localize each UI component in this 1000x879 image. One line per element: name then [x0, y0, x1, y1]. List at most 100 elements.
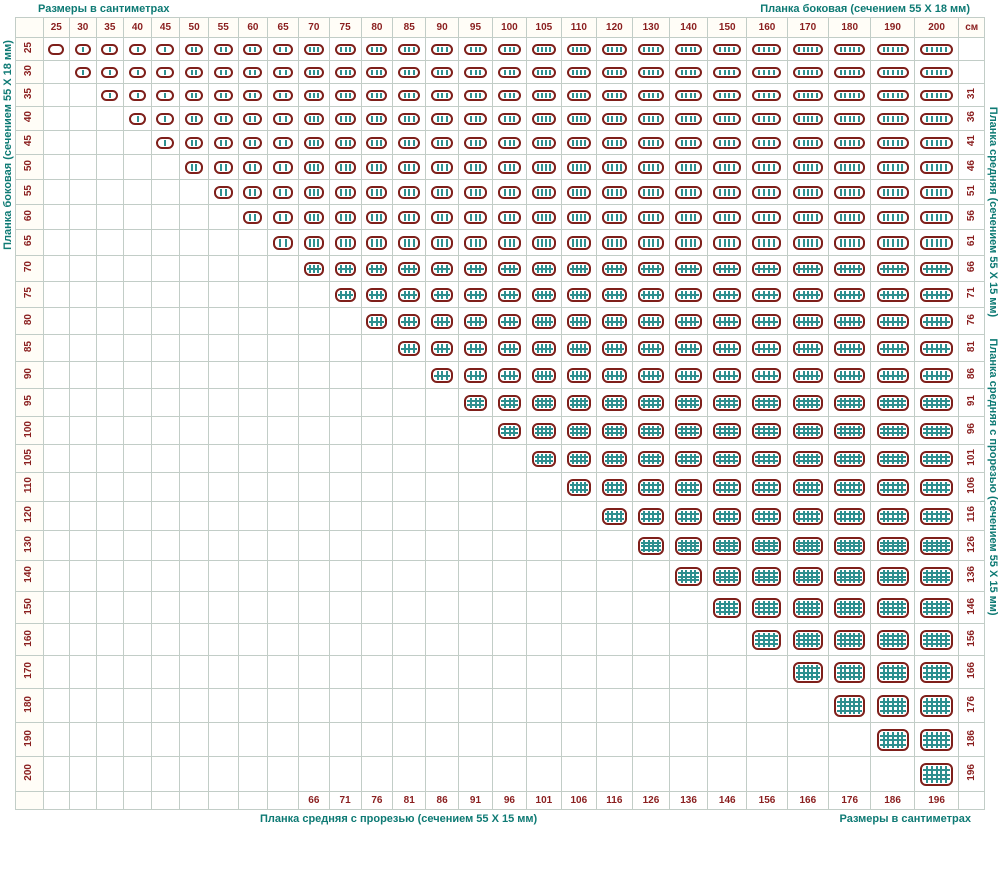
size-cell — [425, 255, 460, 282]
vertical-divider-line — [891, 69, 894, 75]
horizontal-divider-line — [837, 541, 863, 544]
empty-cell — [237, 623, 269, 656]
horizontal-divider-line — [795, 427, 820, 430]
size-cell — [425, 106, 460, 131]
vertical-divider-line — [571, 425, 574, 436]
horizontal-divider-line — [369, 293, 385, 296]
horizontal-divider-line — [640, 512, 661, 515]
vertical-divider-line — [931, 238, 934, 247]
empty-cell — [123, 154, 152, 180]
vertical-divider-line — [619, 397, 622, 408]
empty-cell — [267, 334, 299, 362]
horizontal-divider-line — [716, 544, 739, 547]
frame-glyph — [601, 261, 627, 276]
horizontal-divider-line — [795, 459, 820, 462]
vertical-divider-line — [681, 163, 684, 171]
col-header: 105 — [525, 17, 562, 38]
size-cell — [707, 591, 748, 624]
vertical-divider-line — [647, 46, 650, 52]
vertical-divider-line — [437, 238, 440, 247]
size-cell — [870, 444, 915, 473]
vertical-divider-line — [849, 115, 852, 122]
vertical-divider-line — [606, 397, 609, 408]
size-cell — [267, 37, 299, 61]
frame-glyph — [834, 261, 866, 276]
vertical-divider-line — [891, 115, 894, 122]
size-cell — [870, 204, 915, 230]
right-length-value: 41 — [965, 135, 977, 147]
empty-cell — [328, 334, 362, 362]
frame-glyph — [920, 597, 954, 618]
vertical-divider-line — [508, 139, 511, 146]
size-cell — [425, 334, 460, 362]
vertical-divider-line — [312, 213, 315, 221]
size-cell — [913, 229, 960, 256]
size-cell — [707, 334, 748, 362]
size-cell — [668, 307, 709, 335]
size-row: 100 96 — [15, 416, 985, 445]
frame-glyph — [920, 728, 954, 751]
size-cell — [870, 255, 915, 282]
empty-cell — [267, 560, 299, 592]
vertical-divider-line — [478, 213, 481, 221]
vertical-divider-line — [719, 92, 722, 98]
vertical-divider-line — [773, 92, 776, 98]
vertical-divider-line — [540, 188, 543, 196]
vertical-divider-line — [254, 92, 257, 98]
vertical-divider-line — [733, 510, 736, 522]
size-cell — [786, 204, 829, 230]
vertical-divider-line — [81, 69, 84, 75]
empty-cell — [425, 560, 460, 592]
empty-cell — [69, 179, 97, 205]
frame-glyph — [601, 235, 627, 250]
size-cell — [631, 388, 670, 417]
frame-glyph — [463, 235, 487, 250]
horizontal-divider-line — [879, 483, 906, 486]
vertical-divider-line — [610, 69, 613, 75]
horizontal-divider-line — [604, 517, 624, 520]
empty-cell — [123, 756, 152, 792]
horizontal-divider-line — [500, 267, 518, 270]
vertical-divider-line — [694, 69, 697, 75]
frame-glyph — [566, 367, 591, 383]
header-row: 25 30 35 40 45 50 55 60 65 70 75 80 85 90 95 100 105 110 1… — [15, 17, 985, 38]
vertical-divider-line — [474, 46, 477, 52]
row-header-label: 45 — [23, 135, 35, 147]
frame-glyph — [637, 66, 664, 78]
size-cell — [746, 472, 788, 502]
vertical-divider-line — [446, 92, 449, 98]
vertical-divider-line — [474, 238, 477, 247]
size-cell — [827, 655, 872, 689]
vertical-divider-line — [882, 188, 885, 196]
vertical-divider-line — [797, 238, 800, 247]
row-header-label: 55 — [23, 184, 35, 197]
empty-cell — [42, 655, 71, 689]
empty-cell — [668, 655, 709, 689]
vertical-divider-line — [768, 163, 771, 171]
bottom-length-cell — [42, 791, 71, 810]
vertical-divider-line — [882, 213, 885, 221]
frame-glyph — [792, 112, 823, 125]
vertical-divider-line — [615, 481, 618, 493]
size-cell — [827, 530, 872, 561]
size-cell — [458, 106, 493, 131]
empty-cell — [150, 560, 181, 592]
vertical-divider-line — [619, 92, 622, 98]
vertical-divider-line — [763, 238, 766, 247]
vertical-divider-line — [316, 238, 319, 247]
vertical-divider-line — [606, 188, 609, 196]
vertical-divider-line — [853, 69, 856, 75]
horizontal-divider-line — [716, 575, 739, 578]
vertical-divider-line — [844, 92, 847, 98]
vertical-divider-line — [224, 139, 227, 146]
empty-cell — [69, 83, 97, 107]
vertical-divider-line — [763, 92, 766, 98]
empty-cell — [425, 388, 460, 417]
size-cell — [237, 60, 269, 84]
frame-glyph — [834, 394, 866, 411]
size-cell — [525, 204, 562, 230]
vertical-divider-line — [371, 139, 374, 146]
size-cell — [913, 623, 960, 656]
right-length-cell: 56 — [958, 204, 985, 230]
vertical-divider-line — [651, 139, 654, 146]
